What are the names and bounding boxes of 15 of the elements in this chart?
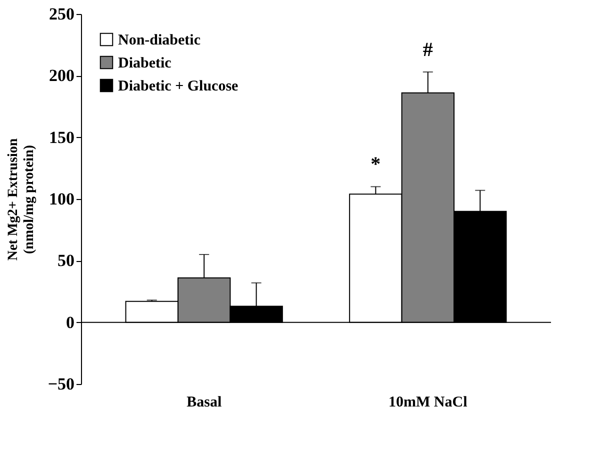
y-axis-title: Net Mg2+ Extrusion (nmol/mg protein) — [6, 138, 37, 261]
annotation: # — [422, 38, 433, 61]
x-tick-label: Basal — [186, 394, 222, 410]
y-tick-label: 150 — [49, 128, 74, 147]
x-tick-label: 10mM NaCl — [388, 394, 468, 410]
y-tick-label: 200 — [49, 66, 74, 86]
y-tick-label: 0 — [66, 312, 74, 332]
annotation: * — [370, 154, 381, 176]
y-tick-label: 100 — [49, 190, 74, 208]
legend-label: Non-diabetic — [118, 32, 201, 48]
legend-label: Diabetic — [118, 56, 172, 72]
y-tick-label: 250 — [49, 4, 74, 24]
legend-label: Diabetic + Glucose — [118, 78, 239, 94]
y-tick-label: −50 — [48, 374, 74, 394]
y-tick-label: 50 — [58, 251, 74, 270]
